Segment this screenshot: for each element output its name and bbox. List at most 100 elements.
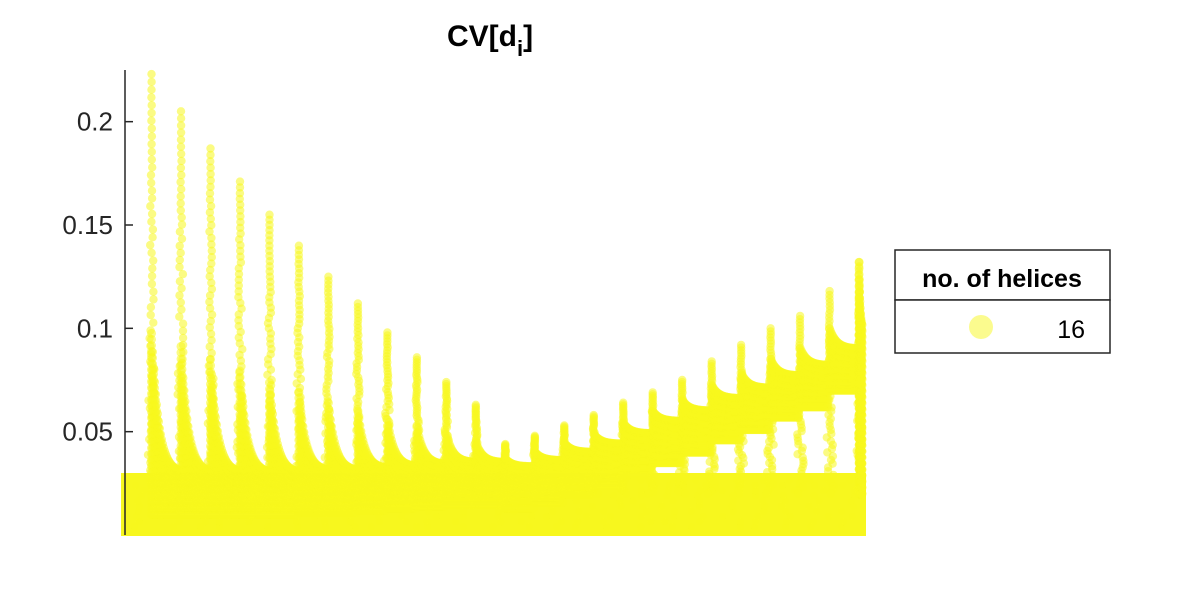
data-point	[363, 502, 371, 510]
data-point	[176, 206, 185, 215]
data-point	[468, 497, 476, 505]
data-point	[372, 507, 380, 515]
data-point	[215, 518, 224, 526]
data-point	[176, 142, 186, 151]
data-point	[148, 225, 158, 234]
data-point	[178, 326, 188, 335]
data-point	[176, 177, 185, 187]
data-point	[201, 518, 210, 526]
data-point	[201, 481, 209, 489]
data-point	[395, 481, 403, 489]
data-point	[263, 492, 271, 500]
data-point	[177, 305, 186, 314]
data-point	[148, 233, 157, 242]
data-point	[175, 227, 185, 236]
data-point	[459, 523, 467, 531]
data-point	[176, 341, 186, 351]
data-point	[432, 512, 440, 521]
data-point	[147, 101, 156, 110]
data-point	[224, 512, 232, 521]
data-point	[147, 248, 156, 257]
data-point	[408, 492, 417, 500]
data-point	[177, 149, 186, 158]
data-point	[146, 170, 156, 180]
data-point	[249, 481, 257, 489]
data-point	[314, 476, 322, 484]
data-point	[178, 319, 188, 328]
data-point	[147, 69, 156, 79]
data-point	[178, 270, 188, 279]
data-point	[192, 476, 200, 484]
data-point	[147, 209, 157, 219]
data-point	[176, 128, 186, 137]
data-point	[346, 518, 355, 526]
data-point	[281, 476, 289, 484]
data-point	[464, 476, 472, 484]
data-point	[176, 163, 186, 173]
data-point	[224, 481, 232, 489]
data-point	[492, 492, 500, 500]
data-point	[177, 170, 186, 180]
data-point	[321, 518, 329, 526]
data-point	[147, 93, 156, 102]
data-point	[147, 116, 156, 125]
data-point	[383, 487, 391, 495]
data-point	[489, 523, 497, 531]
data-point	[148, 163, 157, 172]
data-point	[177, 220, 187, 229]
data-point	[403, 507, 411, 515]
data-point	[376, 492, 384, 500]
data-point	[146, 476, 154, 484]
data-point	[147, 194, 157, 203]
data-point	[147, 178, 156, 188]
data-point	[170, 487, 178, 495]
data-point	[367, 523, 375, 531]
data-point	[176, 121, 186, 130]
data-point	[177, 234, 187, 243]
data-point	[341, 502, 350, 510]
data-point	[176, 298, 185, 307]
data-point	[175, 518, 183, 526]
data-point	[147, 217, 156, 226]
data-point	[423, 518, 431, 526]
data-point	[253, 507, 261, 515]
data-point	[157, 512, 165, 521]
data-point	[247, 512, 256, 521]
data-point	[178, 333, 188, 343]
data-point	[177, 156, 186, 166]
data-point	[130, 523, 138, 531]
data-point	[481, 487, 489, 495]
data-point	[500, 476, 509, 484]
data-point	[186, 502, 194, 510]
data-point	[231, 487, 239, 495]
data-point	[460, 507, 468, 515]
data-point	[140, 487, 148, 495]
data-point	[176, 348, 186, 358]
chart-title-subscript: i	[517, 36, 523, 61]
data-point	[148, 264, 157, 273]
data-point	[192, 497, 200, 505]
data-point	[153, 409, 162, 419]
data-point	[175, 291, 184, 300]
data-point	[147, 124, 156, 133]
data-point	[405, 476, 413, 484]
data-point	[220, 502, 228, 510]
data-point	[341, 476, 349, 484]
data-point	[175, 262, 184, 272]
data-point	[176, 497, 184, 505]
data-point	[201, 507, 209, 515]
data-point	[177, 284, 186, 293]
data-point	[147, 108, 156, 118]
data-point	[175, 277, 185, 286]
data-point	[147, 279, 157, 289]
data-point	[309, 497, 317, 505]
data-point	[169, 523, 178, 531]
data-point	[175, 255, 184, 265]
data-point	[334, 487, 342, 495]
data-point	[177, 185, 186, 194]
chart-title-main: CV[d	[447, 20, 517, 53]
data-point	[264, 523, 272, 531]
data-point	[149, 256, 158, 265]
data-point	[196, 523, 204, 531]
